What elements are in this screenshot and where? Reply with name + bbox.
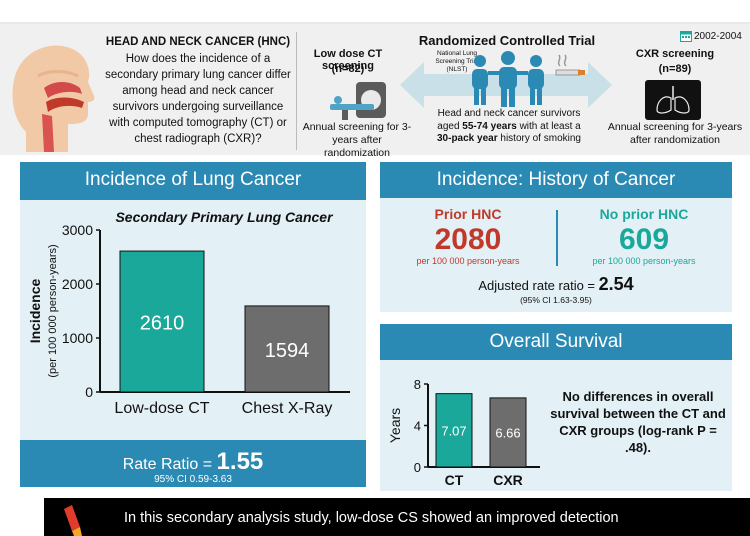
surv-bar-0 xyxy=(435,393,473,468)
survival-note: No differences in overall survival betwe… xyxy=(550,389,726,455)
adjusted-rate-value: 2.54 xyxy=(598,274,634,294)
incidence-bar-chart: Secondary Primary Lung Cancer 0 1000 2000 30… xyxy=(27,209,350,417)
no-prior-hnc-value: 609 xyxy=(618,223,670,256)
rate-ratio-line: Rate Ratio = 1.55 xyxy=(20,448,366,476)
incidence-panel: Incidence of Lung Cancer Secondary Prima… xyxy=(20,162,366,487)
surv-bar-1 xyxy=(489,397,527,468)
cxr-schedule: Annual screening for 3-years after rando… xyxy=(607,121,743,146)
survival-title: Overall Survival xyxy=(489,331,623,352)
adjusted-rate-ci: (95% CI 1.63-3.95) xyxy=(520,295,592,305)
incidence-title: Incidence of Lung Cancer xyxy=(84,169,302,190)
incidence-header xyxy=(20,162,366,200)
surv-bar-value-label-0: 7.07 xyxy=(441,423,466,438)
ldct-schedule: Annual screening for 3-years after rando… xyxy=(302,121,412,159)
y-axis-sublabel: (per 100 000 person-years) xyxy=(47,244,59,377)
no-prior-hnc-group: No prior HNC 609 per 100 000 person-year… xyxy=(556,206,732,266)
prior-hnc-unit: per 100 000 person-years xyxy=(416,256,520,266)
survival-header xyxy=(380,324,732,360)
no-prior-hnc-unit: per 100 000 person-years xyxy=(592,256,696,266)
history-title: Incidence: History of Cancer xyxy=(436,169,676,190)
rate-ratio-value: 1.55 xyxy=(216,448,264,475)
adjusted-rate-label: Adjusted rate ratio = xyxy=(478,278,599,293)
survival-panel: Overall Survival 0 4 8 Years 7.07 CT 6.66 CXR N… xyxy=(380,324,732,491)
bar-0 xyxy=(119,250,205,393)
y-axis-label: Incidence xyxy=(27,279,43,344)
ct-scanner-icon xyxy=(330,82,386,120)
study-years: 2002-2004 xyxy=(694,31,742,42)
surv-x-category-label-0: CT xyxy=(445,472,464,488)
ldct-title: Low dose CT screening xyxy=(313,48,383,72)
adjusted-rate-line: Adjusted rate ratio = 2.54 xyxy=(380,274,732,295)
lung-xray-icon xyxy=(645,80,701,120)
top-divider xyxy=(0,22,750,24)
rate-ratio-label: Rate Ratio = xyxy=(122,456,217,473)
history-header xyxy=(380,162,732,198)
surv-x-category-label-1: CXR xyxy=(493,472,523,488)
head-profile-icon xyxy=(12,45,95,152)
conclusion-text: In this secondary analysis study, low-do… xyxy=(124,510,619,526)
surv-y-tick-label-2: 8 xyxy=(414,377,421,392)
rate-ratio-box xyxy=(20,440,366,487)
prior-hnc-group: Prior HNC 2080 per 100 000 person-years xyxy=(380,206,556,266)
rct-description: Head and neck cancer survivors aged 55-7… xyxy=(437,108,581,144)
history-divider xyxy=(556,210,558,266)
surv-bar-value-label-1: 6.66 xyxy=(495,425,520,440)
survival-bar-chart: 0 4 8 Years 7.07 CT 6.66 CXR xyxy=(387,377,540,488)
y-tick-label-2: 2000 xyxy=(62,276,93,292)
prior-hnc-label: Prior HNC xyxy=(434,206,502,222)
y-tick-label-3: 3000 xyxy=(62,222,93,238)
nlst-label: National Lung Screening Trial (NLST) xyxy=(435,50,479,73)
surv-y-tick-label-1: 4 xyxy=(414,419,421,434)
rate-ratio-ci: 95% CI 0.59-3.63 xyxy=(154,474,232,485)
bar-value-label-1: 1594 xyxy=(265,340,310,362)
header-divider xyxy=(296,32,297,150)
prior-hnc-value: 2080 xyxy=(434,223,502,256)
cxr-count: (n=89) xyxy=(658,63,692,75)
chart-title: Secondary Primary Lung Cancer xyxy=(115,209,334,225)
ldct-count: (n=82) xyxy=(331,63,365,75)
conclusion-banner: In this secondary analysis study, low-do… xyxy=(44,498,750,536)
y-tick-label-1: 1000 xyxy=(62,330,93,346)
hnc-title: HEAD AND NECK CANCER (HNC) xyxy=(105,36,291,48)
bar-value-label-0: 2610 xyxy=(140,313,185,335)
x-category-label-1: Chest X-Ray xyxy=(242,400,333,417)
cxr-title: CXR screening xyxy=(635,48,715,60)
x-category-label-0: Low-dose CT xyxy=(114,400,209,417)
hnc-question: How does the incidence of a secondary pr… xyxy=(105,53,291,145)
y-tick-label-0: 0 xyxy=(85,384,93,400)
cigarette-icon xyxy=(555,54,585,76)
bar-1 xyxy=(244,305,330,393)
marker-icon xyxy=(64,505,82,536)
history-panel: Incidence: History of Cancer Prior HNC 2… xyxy=(380,162,732,312)
people-icon xyxy=(472,51,544,107)
surv-y-axis-label: Years xyxy=(387,408,403,443)
rct-title: Randomized Controlled Trial xyxy=(418,33,596,48)
no-prior-hnc-label: No prior HNC xyxy=(599,206,689,222)
calendar-icon xyxy=(680,31,692,42)
logo-badge xyxy=(560,0,750,24)
surv-y-tick-label-0: 0 xyxy=(414,460,421,475)
